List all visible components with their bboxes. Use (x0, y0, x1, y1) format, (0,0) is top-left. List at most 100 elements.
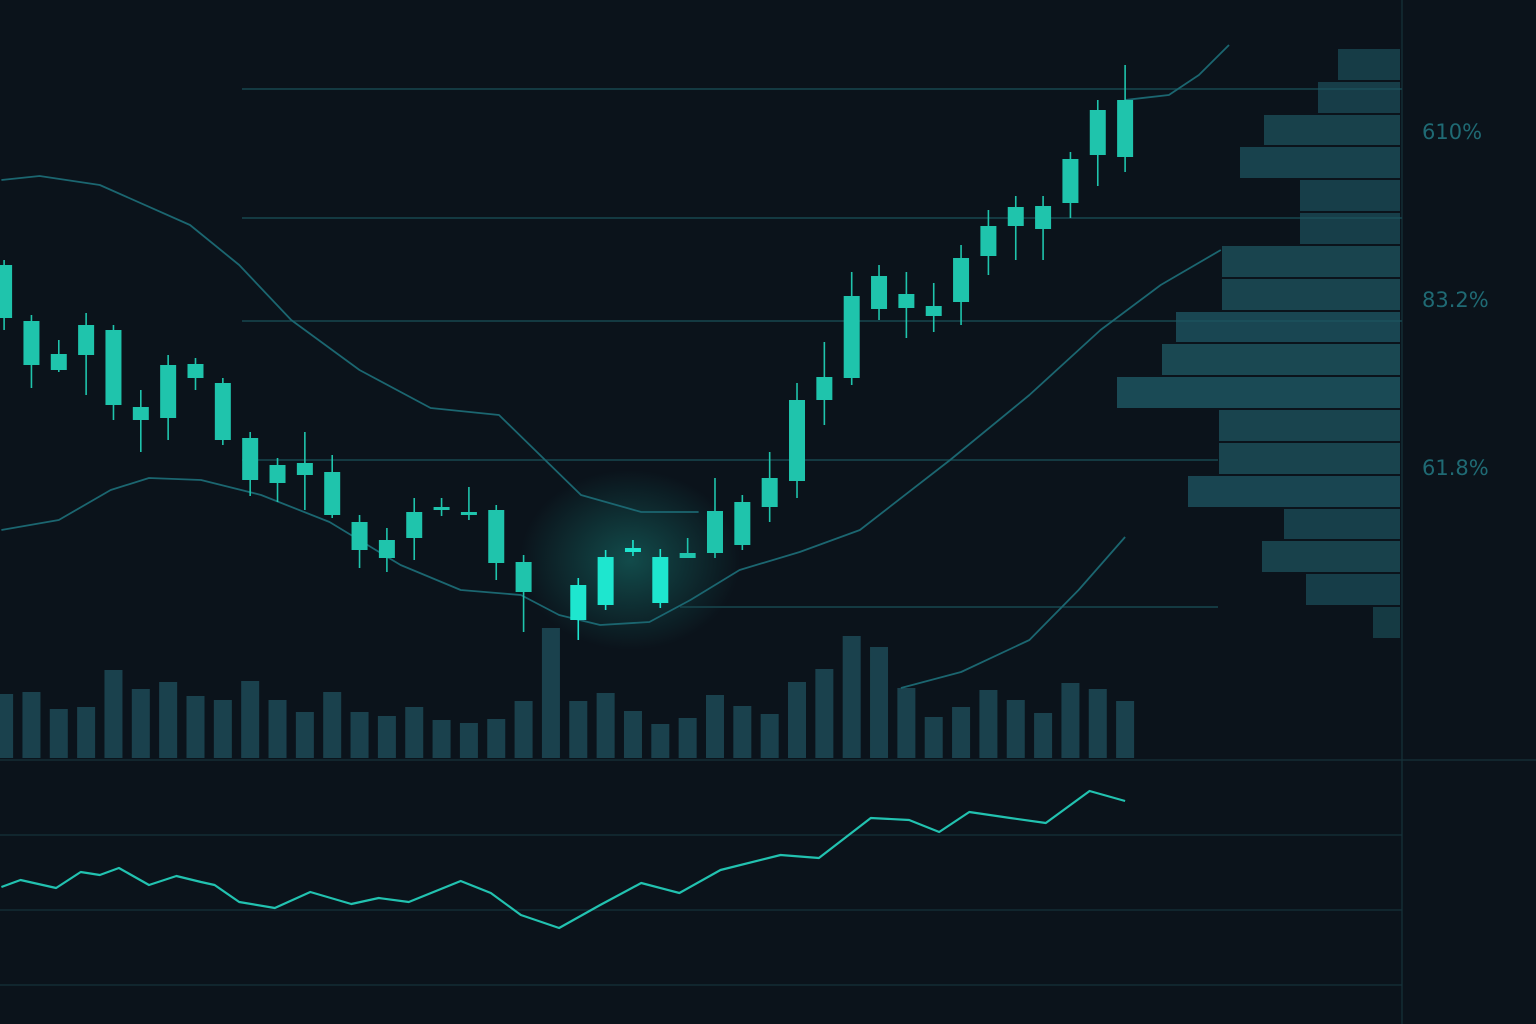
candle-body (324, 472, 341, 515)
volume-bar (405, 707, 424, 758)
volume-bar (295, 712, 314, 758)
profile-bar (1300, 213, 1400, 244)
level-label: 83.2% (1422, 288, 1489, 312)
profile-bar (1176, 312, 1400, 342)
indicator-line (1, 175, 699, 513)
volume-bar (350, 712, 369, 758)
candle-body (351, 522, 368, 550)
volume-bar (733, 706, 752, 758)
candle-body (50, 354, 67, 370)
candle-body (296, 463, 313, 475)
volume-bar (323, 692, 342, 758)
volume-bar (897, 688, 916, 758)
candle-body (488, 510, 505, 563)
profile-bar (1162, 344, 1400, 375)
profile-bar (1262, 541, 1400, 572)
profile-bar (1219, 410, 1400, 441)
candle-body (242, 438, 259, 480)
profile-bar (1306, 574, 1400, 605)
volume-bar (104, 670, 123, 758)
candle-body (871, 276, 888, 309)
candle-body (570, 585, 587, 620)
candle-body (679, 553, 696, 558)
candle-body (1089, 110, 1106, 155)
candle-body (269, 465, 286, 483)
indicator-line (900, 536, 1126, 689)
candle-body (980, 226, 997, 256)
profile-bar (1338, 49, 1400, 80)
candle-body (214, 383, 231, 440)
candle-body (898, 294, 915, 308)
volume-bar (1116, 701, 1135, 758)
candle-body (187, 364, 204, 378)
volume-bar (77, 707, 96, 758)
candle-body (925, 306, 942, 316)
candle-body (378, 540, 395, 558)
candle-body (652, 557, 669, 603)
candle-body (789, 400, 806, 481)
volume-bar (842, 636, 861, 758)
candle-body (515, 562, 532, 592)
profile-bar (1222, 279, 1400, 310)
candle-body (1117, 100, 1134, 157)
candle-body (597, 557, 614, 605)
candle-body (132, 407, 149, 420)
candle-body (843, 296, 860, 378)
candle-body (160, 365, 177, 418)
volume-bar (514, 701, 533, 758)
volume-bar (459, 723, 478, 758)
volume-bar (1034, 713, 1053, 758)
candle-body (105, 330, 122, 405)
volume-bar (186, 696, 205, 758)
profile-bar (1284, 509, 1400, 539)
candle-body (0, 265, 13, 318)
volume-bar (1061, 683, 1080, 758)
volume-bar (213, 700, 232, 758)
volume-bar (760, 714, 779, 758)
candle-body (1062, 159, 1079, 203)
level-label: 610% (1422, 120, 1482, 144)
candle-body (624, 548, 641, 552)
volume-bar (0, 694, 14, 758)
profile-bar (1300, 180, 1400, 211)
volume-bar (241, 681, 260, 758)
candle-body (953, 258, 970, 302)
volume-bar (159, 682, 178, 758)
volume-bar (815, 669, 834, 758)
volume-bar (705, 695, 724, 758)
volume-bar (623, 711, 642, 758)
volume-bar (377, 716, 396, 758)
profile-bar (1219, 443, 1400, 474)
volume-bar (788, 682, 807, 758)
candle-body (816, 377, 833, 400)
volume-bar (1088, 689, 1107, 758)
volume-bar (49, 709, 68, 758)
candle-body (78, 325, 95, 355)
candle-body (706, 511, 723, 553)
volume-bar (952, 707, 971, 758)
volume-bar (541, 628, 560, 758)
candle-body (460, 512, 477, 515)
volume-bar (22, 692, 41, 758)
volume-bar (924, 717, 943, 758)
candle-body (1007, 207, 1024, 226)
candle-body (1035, 206, 1052, 229)
level-label: 61.8% (1422, 456, 1489, 480)
candle-body (23, 321, 40, 365)
profile-bar (1222, 246, 1400, 277)
profile-bar (1318, 82, 1400, 113)
volume-bar (979, 690, 998, 758)
volume-bar (678, 718, 697, 758)
candle-body (406, 512, 423, 538)
volume-bar (131, 689, 150, 758)
volume-bar (1006, 700, 1025, 758)
volume-bar (432, 720, 451, 758)
volume-bar (870, 647, 889, 758)
candle-body (761, 478, 778, 507)
profile-bar (1188, 476, 1400, 507)
rsi-line (1, 789, 1126, 930)
profile-bar (1264, 115, 1400, 145)
profile-bar (1240, 147, 1400, 178)
candle-body (433, 507, 450, 510)
